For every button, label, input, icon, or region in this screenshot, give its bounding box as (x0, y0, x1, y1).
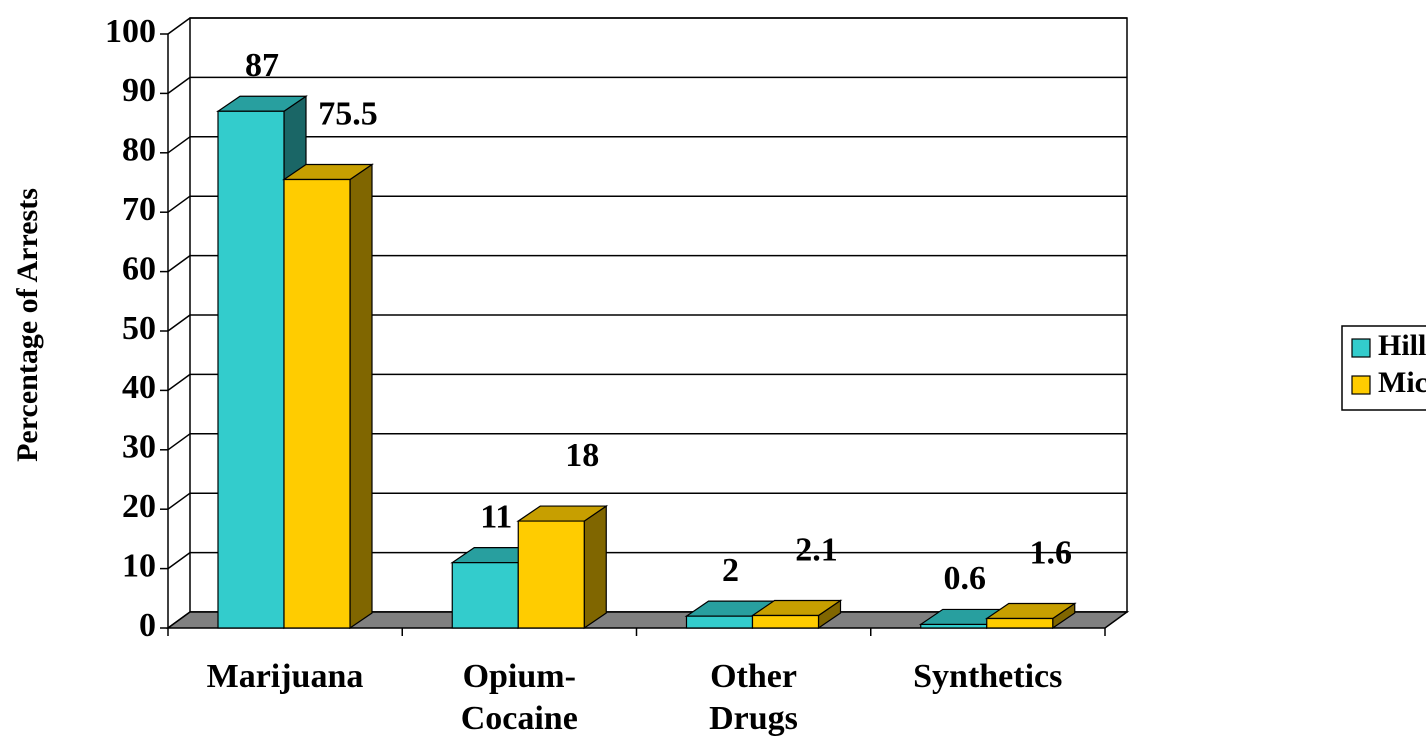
side-grid (167, 373, 191, 392)
legend-swatch (1351, 375, 1371, 395)
side-grid (167, 254, 191, 273)
data-label: 18 (565, 437, 599, 474)
x-tick-label: Opium- Cocaine (460, 658, 578, 737)
data-label: 0.6 (944, 560, 987, 597)
y-tick-label: 90 (122, 72, 156, 109)
bar-face (583, 504, 607, 630)
y-tick-label: 60 (122, 250, 156, 287)
bar-face (920, 623, 988, 629)
y-tick-label: 50 (122, 310, 156, 347)
y-tick-label: 80 (122, 132, 156, 169)
y-tick-label: 40 (122, 369, 156, 406)
x-tick-label: Synthetics (913, 658, 1063, 695)
y-tick-label: 10 (122, 547, 156, 584)
data-label: 1.6 (1030, 534, 1073, 571)
data-label: 2 (722, 552, 739, 589)
y-tick-label: 20 (122, 488, 156, 525)
bar (282, 163, 374, 630)
side-grid (167, 551, 191, 570)
y-axis-label: Percentage of Arrests (11, 188, 44, 462)
bar-face (986, 617, 1054, 629)
bar (984, 602, 1077, 630)
side-grid (167, 17, 191, 35)
data-label: 2.1 (795, 531, 838, 568)
bar-face (685, 615, 754, 629)
bar (516, 504, 609, 630)
bar-face (751, 614, 820, 629)
bar-face (349, 163, 373, 630)
y-tick-label: 70 (122, 191, 156, 228)
legend-label: Michigan (1378, 366, 1426, 399)
legend-swatch (1351, 338, 1371, 358)
side-grid (167, 492, 191, 510)
bar-face (217, 110, 285, 629)
data-label: 75.5 (318, 95, 378, 132)
y-tick-label: 30 (122, 429, 156, 466)
bar (684, 599, 777, 630)
bar-face (283, 178, 351, 629)
x-tick-label: Marijuana (206, 658, 364, 695)
side-grid (167, 195, 191, 213)
y-tick-label: 100 (105, 13, 156, 50)
data-label: 11 (480, 498, 512, 535)
side-grid (167, 76, 191, 95)
y-tick-label: 0 (139, 607, 156, 644)
bar-face (517, 520, 585, 629)
legend-label: Hillsdale (1378, 329, 1426, 362)
side-grid (167, 314, 191, 332)
data-label: 87 (245, 47, 279, 84)
bar-face (451, 562, 519, 629)
side-grid (167, 136, 191, 154)
bar (750, 599, 843, 630)
x-tick-label: Other Drugs (709, 658, 798, 737)
side-grid (167, 433, 191, 451)
